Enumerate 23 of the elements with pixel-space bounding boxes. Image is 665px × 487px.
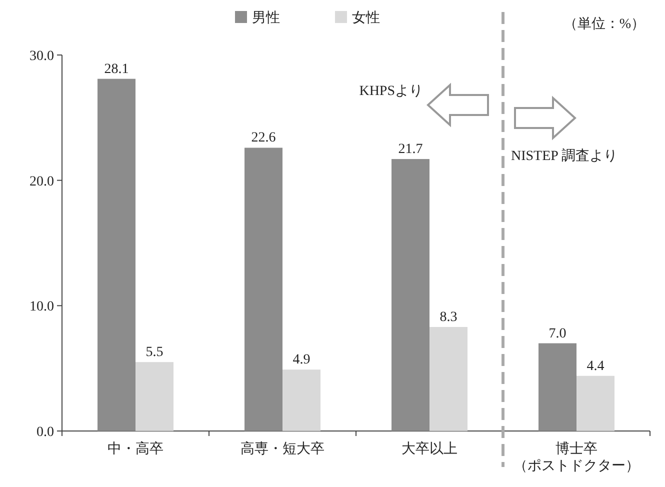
x-tick-label: 中・高卒: [108, 441, 164, 457]
legend-label: 女性: [352, 10, 380, 26]
y-tick-label: 20.0: [30, 174, 54, 190]
data-label: 8.3: [440, 310, 458, 325]
data-label: 7.0: [548, 326, 566, 342]
annotation: NISTEP 調査より: [511, 148, 618, 164]
legend-label: 男性: [252, 10, 280, 26]
data-label: 5.5: [146, 345, 164, 360]
x-tick-label: 博士卒（ポストドクター）: [514, 441, 640, 474]
data-label: 22.6: [251, 130, 276, 146]
legend-item: 女性: [335, 11, 380, 26]
y-tick-label: 0.0: [36, 425, 54, 440]
annotation: KHPSより: [359, 84, 423, 99]
x-tick-label: 大卒以上: [402, 441, 458, 457]
data-label: 21.7: [398, 142, 423, 158]
y-tick-label: 10.0: [30, 300, 54, 315]
legend-item: 男性: [235, 11, 280, 26]
text: （単位：%）: [563, 16, 645, 32]
data-label: 28.1: [104, 62, 129, 77]
y-tick-label: 30.0: [30, 49, 54, 64]
data-label: 4.4: [586, 358, 604, 374]
data-label: 4.9: [292, 352, 310, 368]
x-tick-label: 高専・短大卒: [240, 441, 324, 457]
